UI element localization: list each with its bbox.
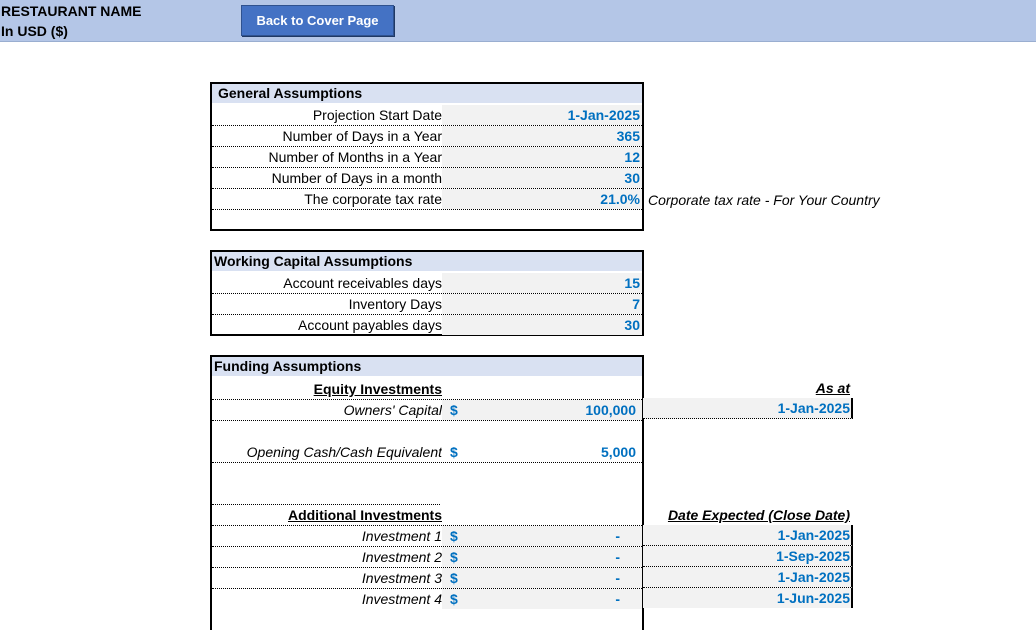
days-in-month-cell[interactable]: 30 [442,168,642,188]
equity-investments-heading: Equity Investments [313,381,442,397]
equity-investments-heading-row: Equity Investments [212,379,642,400]
payable-days-cell[interactable]: 30 [442,315,642,335]
section-title: General Assumptions [212,84,442,103]
row-investment-4: Investment 4 $ - [212,589,642,609]
row-inventory-days: Inventory Days 7 [212,294,642,315]
row-opening-cash: Opening Cash/Cash Equivalent $ 5,000 [212,442,642,463]
tax-rate-note: Corporate tax rate - For Your Country [648,192,880,208]
back-to-cover-button[interactable]: Back to Cover Page [241,5,394,36]
currency-label: In USD ($) [1,23,68,39]
working-capital-section: Working Capital Assumptions Account rece… [210,250,644,336]
owners-capital-cell[interactable]: $ 100,000 [442,400,642,420]
row-investment-3: Investment 3 $ - [212,568,642,589]
section-title: Working Capital Assumptions [212,252,442,271]
investment-4-date-cell[interactable]: 1-Jun-2025 [643,588,853,608]
funding-assumptions-section: Funding Assumptions Equity Investments O… [210,355,644,630]
date-expected-heading: Date Expected (Close Date) [667,507,850,523]
row-owners-capital: Owners' Capital $ 100,000 [212,400,642,421]
row-payable-days: Account payables days 30 [298,315,642,335]
investment-3-date-cell[interactable]: 1-Jan-2025 [643,567,853,588]
top-header-bar: RESTAURANT NAME In USD ($) Back to Cover… [0,0,1036,42]
row-days-in-year: Number of Days in a Year 365 [212,126,642,147]
as-at-heading: As at [815,380,850,396]
company-info: RESTAURANT NAME In USD ($) [1,1,142,41]
additional-investments-heading: Additional Investments [287,507,442,523]
investment-4-cell[interactable]: $ - [442,589,642,609]
investment-2-date-cell[interactable]: 1-Sep-2025 [643,546,853,567]
receivable-days-cell[interactable]: 15 [442,273,642,293]
section-title: Funding Assumptions [212,357,442,376]
row-months-in-year: Number of Months in a Year 12 [212,147,642,168]
days-in-year-cell[interactable]: 365 [442,126,642,146]
corporate-tax-rate-cell[interactable]: 21.0% [442,189,642,209]
row-investment-2: Investment 2 $ - [212,547,642,568]
investment-2-cell[interactable]: $ - [442,547,642,567]
row-projection-start-date: Projection Start Date 1-Jan-2025 [212,105,642,126]
additional-investments-heading-row: Additional Investments [212,505,642,526]
opening-cash-cell[interactable]: $ 5,000 [442,442,642,462]
projection-start-date-cell[interactable]: 1-Jan-2025 [442,105,642,125]
company-name: RESTAURANT NAME [1,3,142,19]
months-in-year-cell[interactable]: 12 [442,147,642,167]
owners-capital-date-cell[interactable]: 1-Jan-2025 [643,398,853,419]
investment-1-date-cell[interactable]: 1-Jan-2025 [643,525,853,546]
investment-1-cell[interactable]: $ - [442,526,642,546]
row-investment-1: Investment 1 $ - [212,526,642,547]
general-assumptions-section: General Assumptions Projection Start Dat… [210,82,644,231]
inventory-days-cell[interactable]: 7 [442,294,642,314]
row-receivable-days: Account receivables days 15 [212,273,642,294]
row-corporate-tax-rate: The corporate tax rate 21.0% [212,189,642,210]
investment-3-cell[interactable]: $ - [442,568,642,588]
row-days-in-month: Number of Days in a month 30 [212,168,642,189]
